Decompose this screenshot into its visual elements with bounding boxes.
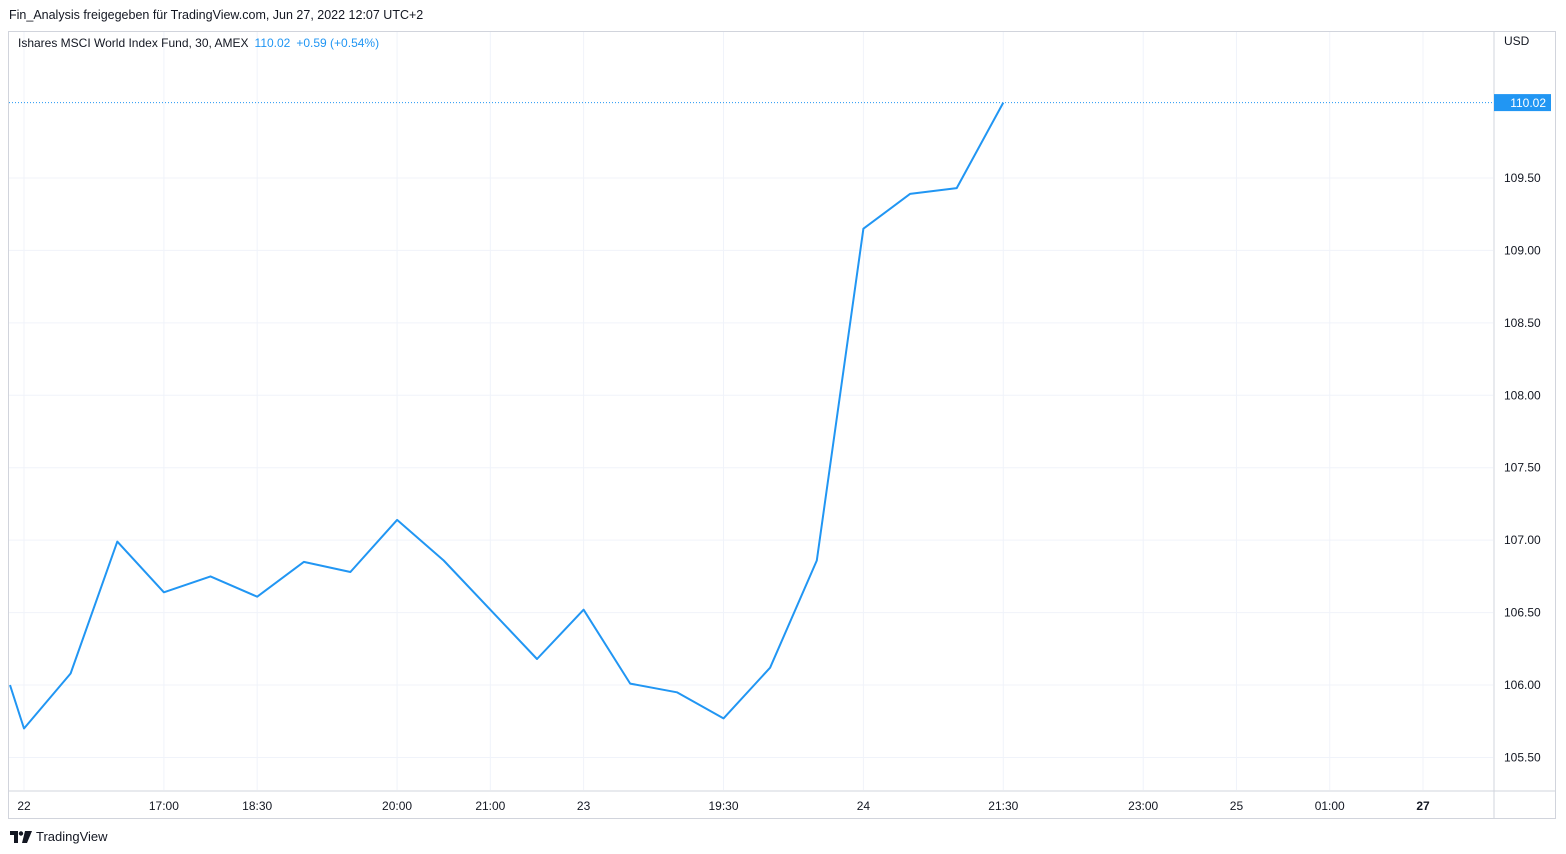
last-price-tag-bg xyxy=(1494,94,1551,112)
x-tick-label: 19:30 xyxy=(708,799,738,813)
y-tick-label: 105.50 xyxy=(1504,751,1541,765)
chart-legend[interactable]: Ishares MSCI World Index Fund, 30, AMEX 1… xyxy=(18,36,379,50)
time-axis: 22 17:00 18:30 20:00 21:00 23 19:30 24 21:30 23:0… xyxy=(17,799,1430,813)
price-axis: 105.50 106.00 106.50 107.00 107.50 108.00 108.… xyxy=(1504,171,1541,765)
last-price-tag: 110.02 xyxy=(1494,94,1551,112)
last-price-tag-label: 110.02 xyxy=(1510,96,1546,110)
x-tick-label: 22 xyxy=(17,799,31,813)
x-tick-label: 21:00 xyxy=(475,799,505,813)
price-series-line[interactable] xyxy=(9,102,1005,730)
y-tick-label: 106.50 xyxy=(1504,606,1541,620)
x-tick-label: 23 xyxy=(577,799,591,813)
chart-frame xyxy=(8,31,1556,819)
y-tick-label: 106.00 xyxy=(1504,678,1541,692)
x-tick-label: 18:30 xyxy=(242,799,272,813)
x-tick-label: 27 xyxy=(1416,799,1430,813)
tradingview-logo-icon xyxy=(10,830,32,843)
currency-label: USD xyxy=(1504,34,1530,48)
x-tick-label: 23:00 xyxy=(1128,799,1158,813)
series-layer xyxy=(9,102,1493,730)
x-tick-label: 21:30 xyxy=(988,799,1018,813)
last-value: 110.02 xyxy=(254,36,291,50)
price-change: +0.59 (+0.54%) xyxy=(296,36,380,50)
grid-layer xyxy=(9,32,1493,790)
x-tick-label: 01:00 xyxy=(1315,799,1345,813)
y-tick-label: 108.00 xyxy=(1504,388,1541,402)
y-tick-label: 109.00 xyxy=(1504,243,1541,257)
y-tick-label: 109.50 xyxy=(1504,171,1541,185)
brand-name: TradingView xyxy=(36,829,108,844)
shared-by-line: Fin_Analysis freigegeben für TradingView… xyxy=(9,8,424,22)
y-tick-label: 107.50 xyxy=(1504,461,1541,475)
x-tick-label: 20:00 xyxy=(382,799,412,813)
x-tick-label: 25 xyxy=(1230,799,1244,813)
symbol-label: Ishares MSCI World Index Fund, 30, AMEX xyxy=(18,36,249,50)
y-tick-label: 107.00 xyxy=(1504,533,1541,547)
x-tick-label: 17:00 xyxy=(149,799,179,813)
tradingview-brand[interactable]: TradingView xyxy=(10,829,108,844)
x-tick-label: 24 xyxy=(857,799,871,813)
y-tick-label: 108.50 xyxy=(1504,316,1541,330)
